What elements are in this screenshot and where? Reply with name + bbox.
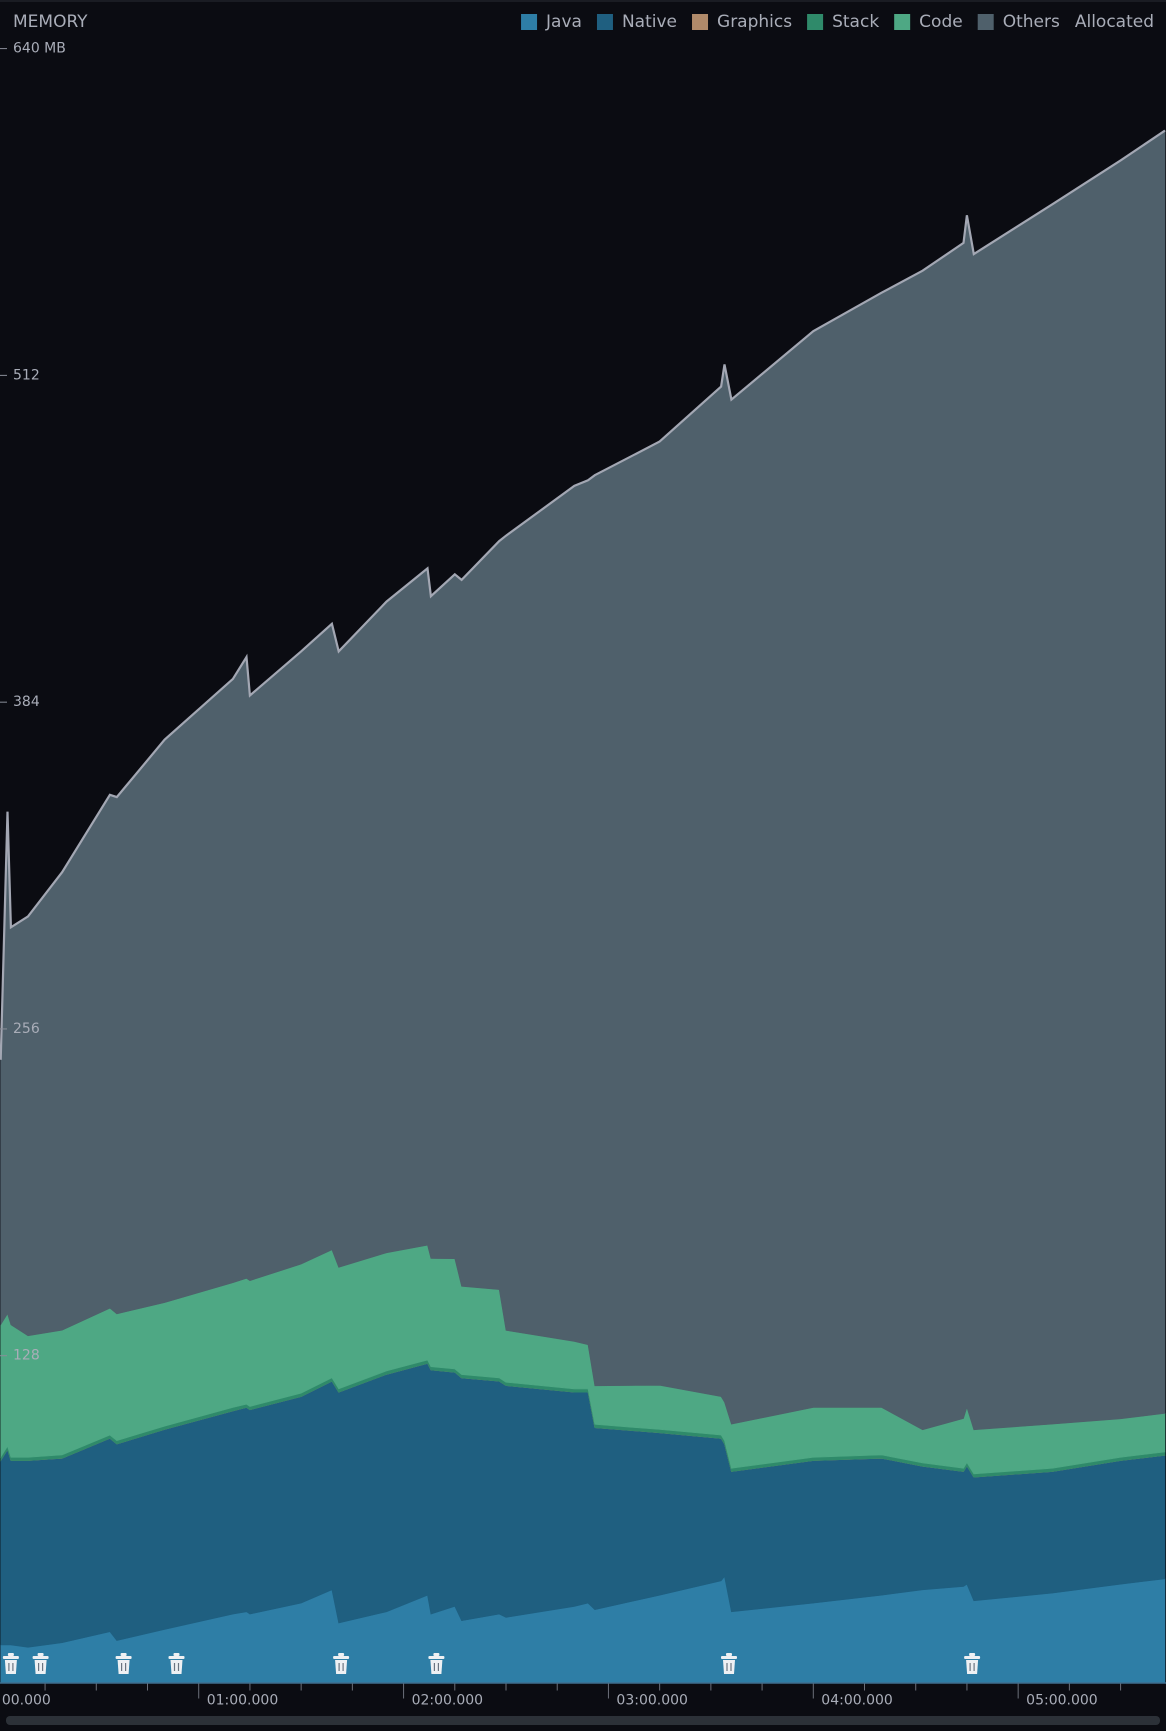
gc-icon-handle <box>969 1653 976 1656</box>
legend-swatch <box>807 14 824 30</box>
legend-swatch <box>596 14 613 30</box>
gc-icon-handle <box>120 1653 127 1656</box>
gc-icon-body <box>723 1660 735 1674</box>
y-tick-label: 640 MB <box>13 41 66 57</box>
gc-icon-body <box>966 1660 979 1674</box>
legend-label: Others <box>1003 12 1060 32</box>
gc-icon-lid <box>168 1656 185 1659</box>
gc-icon-lid <box>333 1656 350 1659</box>
gc-event[interactable] <box>32 1653 49 1674</box>
gc-icon-body <box>430 1660 443 1674</box>
gc-event[interactable] <box>721 1653 737 1674</box>
gc-icon-lines <box>969 1663 975 1671</box>
gc-icon-body <box>117 1660 130 1674</box>
x-tick-label: 03:00.000 <box>616 1693 688 1709</box>
gc-icon-lid <box>721 1656 737 1659</box>
y-tick-label: 256 <box>13 1021 40 1037</box>
gc-icon-handle <box>338 1653 345 1656</box>
legend-label: Stack <box>832 12 879 32</box>
y-tick-label: 128 <box>13 1348 40 1364</box>
legend-swatch <box>894 14 911 30</box>
gc-icon-body <box>170 1660 183 1674</box>
gc-icon-lines <box>120 1663 127 1671</box>
x-tick-label: 05:00.000 <box>1026 1693 1098 1709</box>
gc-icon-handle <box>7 1653 14 1656</box>
gc-icon-lid <box>428 1656 445 1659</box>
x-axis-band <box>0 1682 1166 1713</box>
y-tick-label: 512 <box>13 367 40 383</box>
x-tick-label: 01:00.000 <box>207 1693 279 1709</box>
gc-icon-lines <box>433 1663 439 1671</box>
gc-event[interactable] <box>428 1653 445 1674</box>
y-tick-label: 384 <box>13 694 40 710</box>
gc-icon-lid <box>964 1656 981 1659</box>
gc-icon-handle <box>433 1653 440 1656</box>
gc-icon-body <box>34 1660 47 1674</box>
gc-icon-lines <box>173 1663 180 1671</box>
gc-event[interactable] <box>168 1653 185 1674</box>
gc-icon-lid <box>115 1656 132 1659</box>
gc-event[interactable] <box>333 1653 350 1674</box>
legend-label: Allocated <box>1075 12 1154 32</box>
chart-title: MEMORY <box>13 12 88 32</box>
gc-event[interactable] <box>115 1653 132 1674</box>
x-tick-label: 00.000 <box>2 1693 51 1709</box>
gc-icon-lid <box>2 1656 19 1659</box>
legend-label: Code <box>919 12 963 32</box>
total-outline <box>0 129 1166 1060</box>
gc-icon-lines <box>726 1663 732 1671</box>
legend-swatch <box>521 14 538 30</box>
gc-event[interactable] <box>2 1653 19 1674</box>
gc-icon-handle <box>37 1653 44 1656</box>
gc-icon-handle <box>726 1653 732 1656</box>
scrollbar[interactable] <box>6 1716 1160 1725</box>
gc-icon-lines <box>37 1663 44 1671</box>
gc-icon-lines <box>338 1663 344 1671</box>
legend-swatch <box>977 14 994 30</box>
gc-icon-handle <box>173 1653 180 1656</box>
x-tick-label: 02:00.000 <box>412 1693 484 1709</box>
legend-label: Graphics <box>717 12 792 32</box>
gc-event[interactable] <box>964 1653 981 1674</box>
legend-swatch <box>692 14 709 30</box>
gc-icon-body <box>335 1660 348 1674</box>
x-tick-label: 04:00.000 <box>821 1693 893 1709</box>
legend-label: Java <box>545 12 582 32</box>
gc-icon-lid <box>32 1656 49 1659</box>
gc-icon-lines <box>8 1663 14 1671</box>
legend-label: Native <box>622 12 677 32</box>
gc-icon-body <box>4 1660 17 1674</box>
